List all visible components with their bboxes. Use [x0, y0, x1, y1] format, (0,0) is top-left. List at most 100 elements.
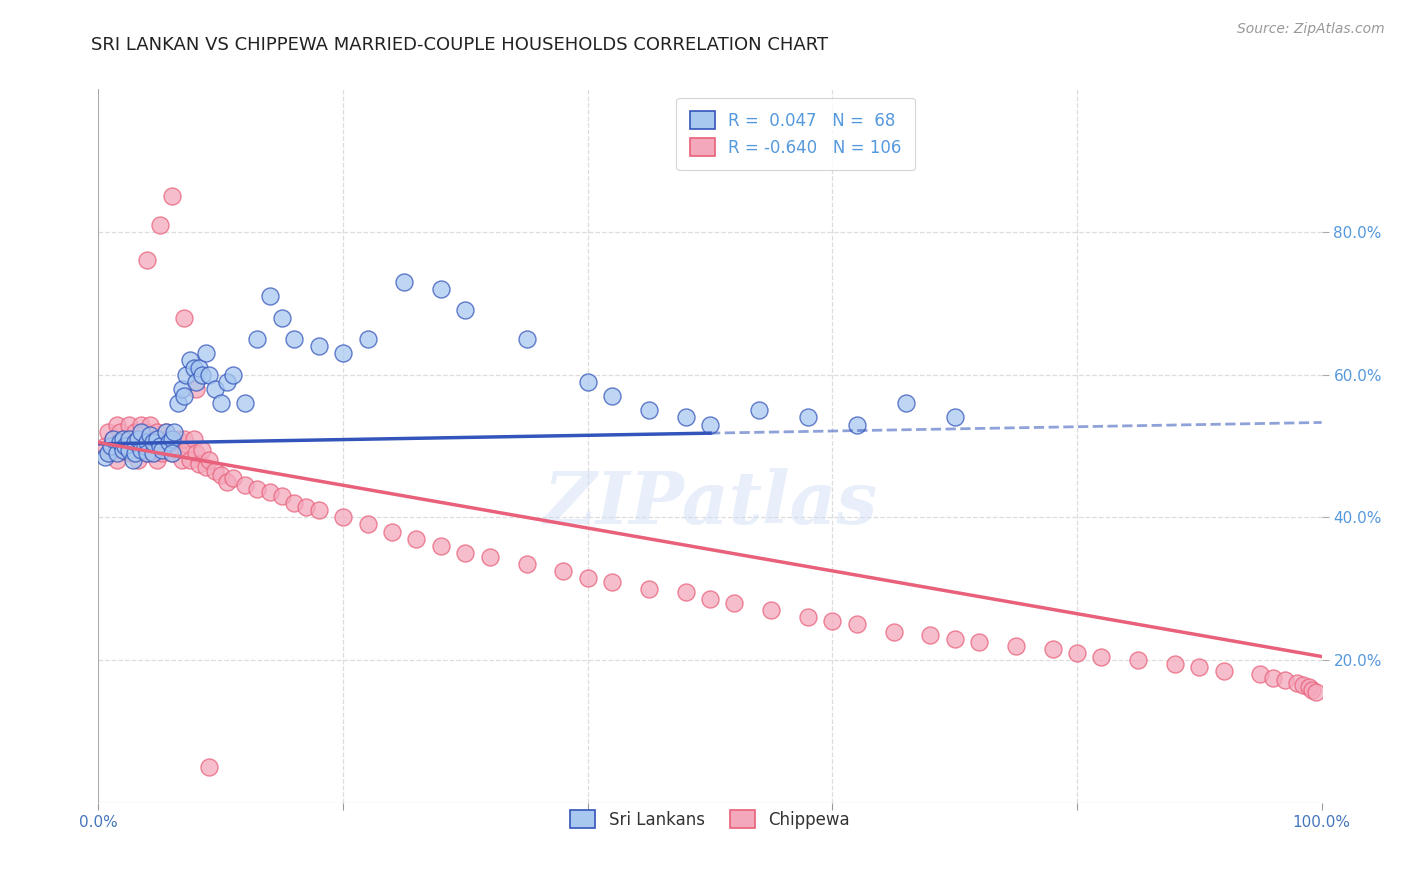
Point: [197, 760, 219, 774]
Point: [270, 310, 294, 325]
Point: [209, 467, 232, 482]
Point: [173, 432, 195, 446]
Point: [149, 439, 172, 453]
Text: SRI LANKAN VS CHIPPEWA MARRIED-COUPLE HOUSEHOLDS CORRELATION CHART: SRI LANKAN VS CHIPPEWA MARRIED-COUPLE HO…: [91, 36, 828, 54]
Point: [967, 635, 990, 649]
Point: [1292, 678, 1315, 692]
Point: [308, 339, 330, 353]
Point: [121, 446, 143, 460]
Point: [160, 432, 183, 446]
Point: [176, 442, 198, 457]
Point: [381, 524, 404, 539]
Point: [748, 403, 770, 417]
Point: [191, 368, 214, 382]
Point: [637, 582, 661, 596]
Point: [187, 360, 209, 375]
Point: [118, 446, 141, 460]
Point: [142, 435, 165, 450]
Point: [332, 510, 354, 524]
Point: [1128, 653, 1150, 667]
Point: [157, 442, 180, 457]
Point: [176, 368, 198, 382]
Point: [167, 432, 190, 446]
Point: [142, 446, 165, 460]
Legend: Sri Lankans, Chippewa: Sri Lankans, Chippewa: [562, 802, 858, 838]
Point: [195, 460, 218, 475]
Point: [283, 332, 305, 346]
Point: [136, 253, 159, 268]
Point: [114, 439, 136, 453]
Point: [173, 310, 195, 325]
Point: [118, 432, 141, 446]
Point: [233, 396, 256, 410]
Point: [883, 624, 905, 639]
Point: [110, 435, 132, 450]
Point: [101, 432, 124, 446]
Point: [129, 432, 152, 446]
Point: [105, 453, 128, 467]
Point: [821, 614, 844, 628]
Point: [150, 442, 173, 457]
Point: [430, 539, 453, 553]
Point: [515, 332, 537, 346]
Point: [179, 453, 201, 467]
Point: [167, 442, 190, 457]
Point: [163, 439, 186, 453]
Point: [1298, 680, 1320, 694]
Point: [121, 432, 143, 446]
Point: [478, 549, 501, 564]
Point: [150, 432, 173, 446]
Text: ZIPatlas: ZIPatlas: [543, 467, 877, 539]
Point: [163, 425, 186, 439]
Point: [155, 439, 177, 453]
Point: [295, 500, 318, 514]
Point: [101, 432, 124, 446]
Point: [136, 446, 159, 460]
Point: [209, 396, 232, 410]
Point: [160, 446, 183, 460]
Point: [124, 435, 146, 450]
Point: [100, 446, 122, 460]
Point: [845, 617, 868, 632]
Point: [146, 432, 169, 446]
Point: [356, 332, 378, 346]
Point: [170, 382, 193, 396]
Point: [134, 442, 156, 457]
Point: [600, 574, 623, 589]
Point: [124, 435, 146, 450]
Point: [157, 435, 180, 450]
Point: [515, 557, 537, 571]
Point: [114, 435, 136, 450]
Point: [134, 439, 156, 453]
Point: [197, 453, 219, 467]
Point: [139, 417, 162, 432]
Point: [160, 446, 183, 460]
Point: [204, 382, 226, 396]
Point: [167, 396, 190, 410]
Point: [797, 610, 820, 624]
Point: [283, 496, 305, 510]
Point: [553, 564, 575, 578]
Point: [215, 475, 238, 489]
Point: [894, 396, 917, 410]
Point: [195, 346, 218, 360]
Point: [170, 453, 193, 467]
Point: [146, 425, 169, 439]
Point: [1090, 649, 1112, 664]
Point: [100, 439, 122, 453]
Point: [105, 417, 128, 432]
Point: [97, 425, 120, 439]
Point: [1188, 660, 1211, 674]
Point: [186, 446, 208, 460]
Point: [93, 450, 115, 464]
Point: [111, 432, 134, 446]
Point: [1301, 683, 1323, 698]
Point: [259, 289, 281, 303]
Point: [454, 303, 477, 318]
Point: [146, 453, 169, 467]
Point: [1286, 676, 1309, 690]
Point: [93, 439, 115, 453]
Point: [943, 410, 966, 425]
Point: [430, 282, 453, 296]
Point: [127, 432, 149, 446]
